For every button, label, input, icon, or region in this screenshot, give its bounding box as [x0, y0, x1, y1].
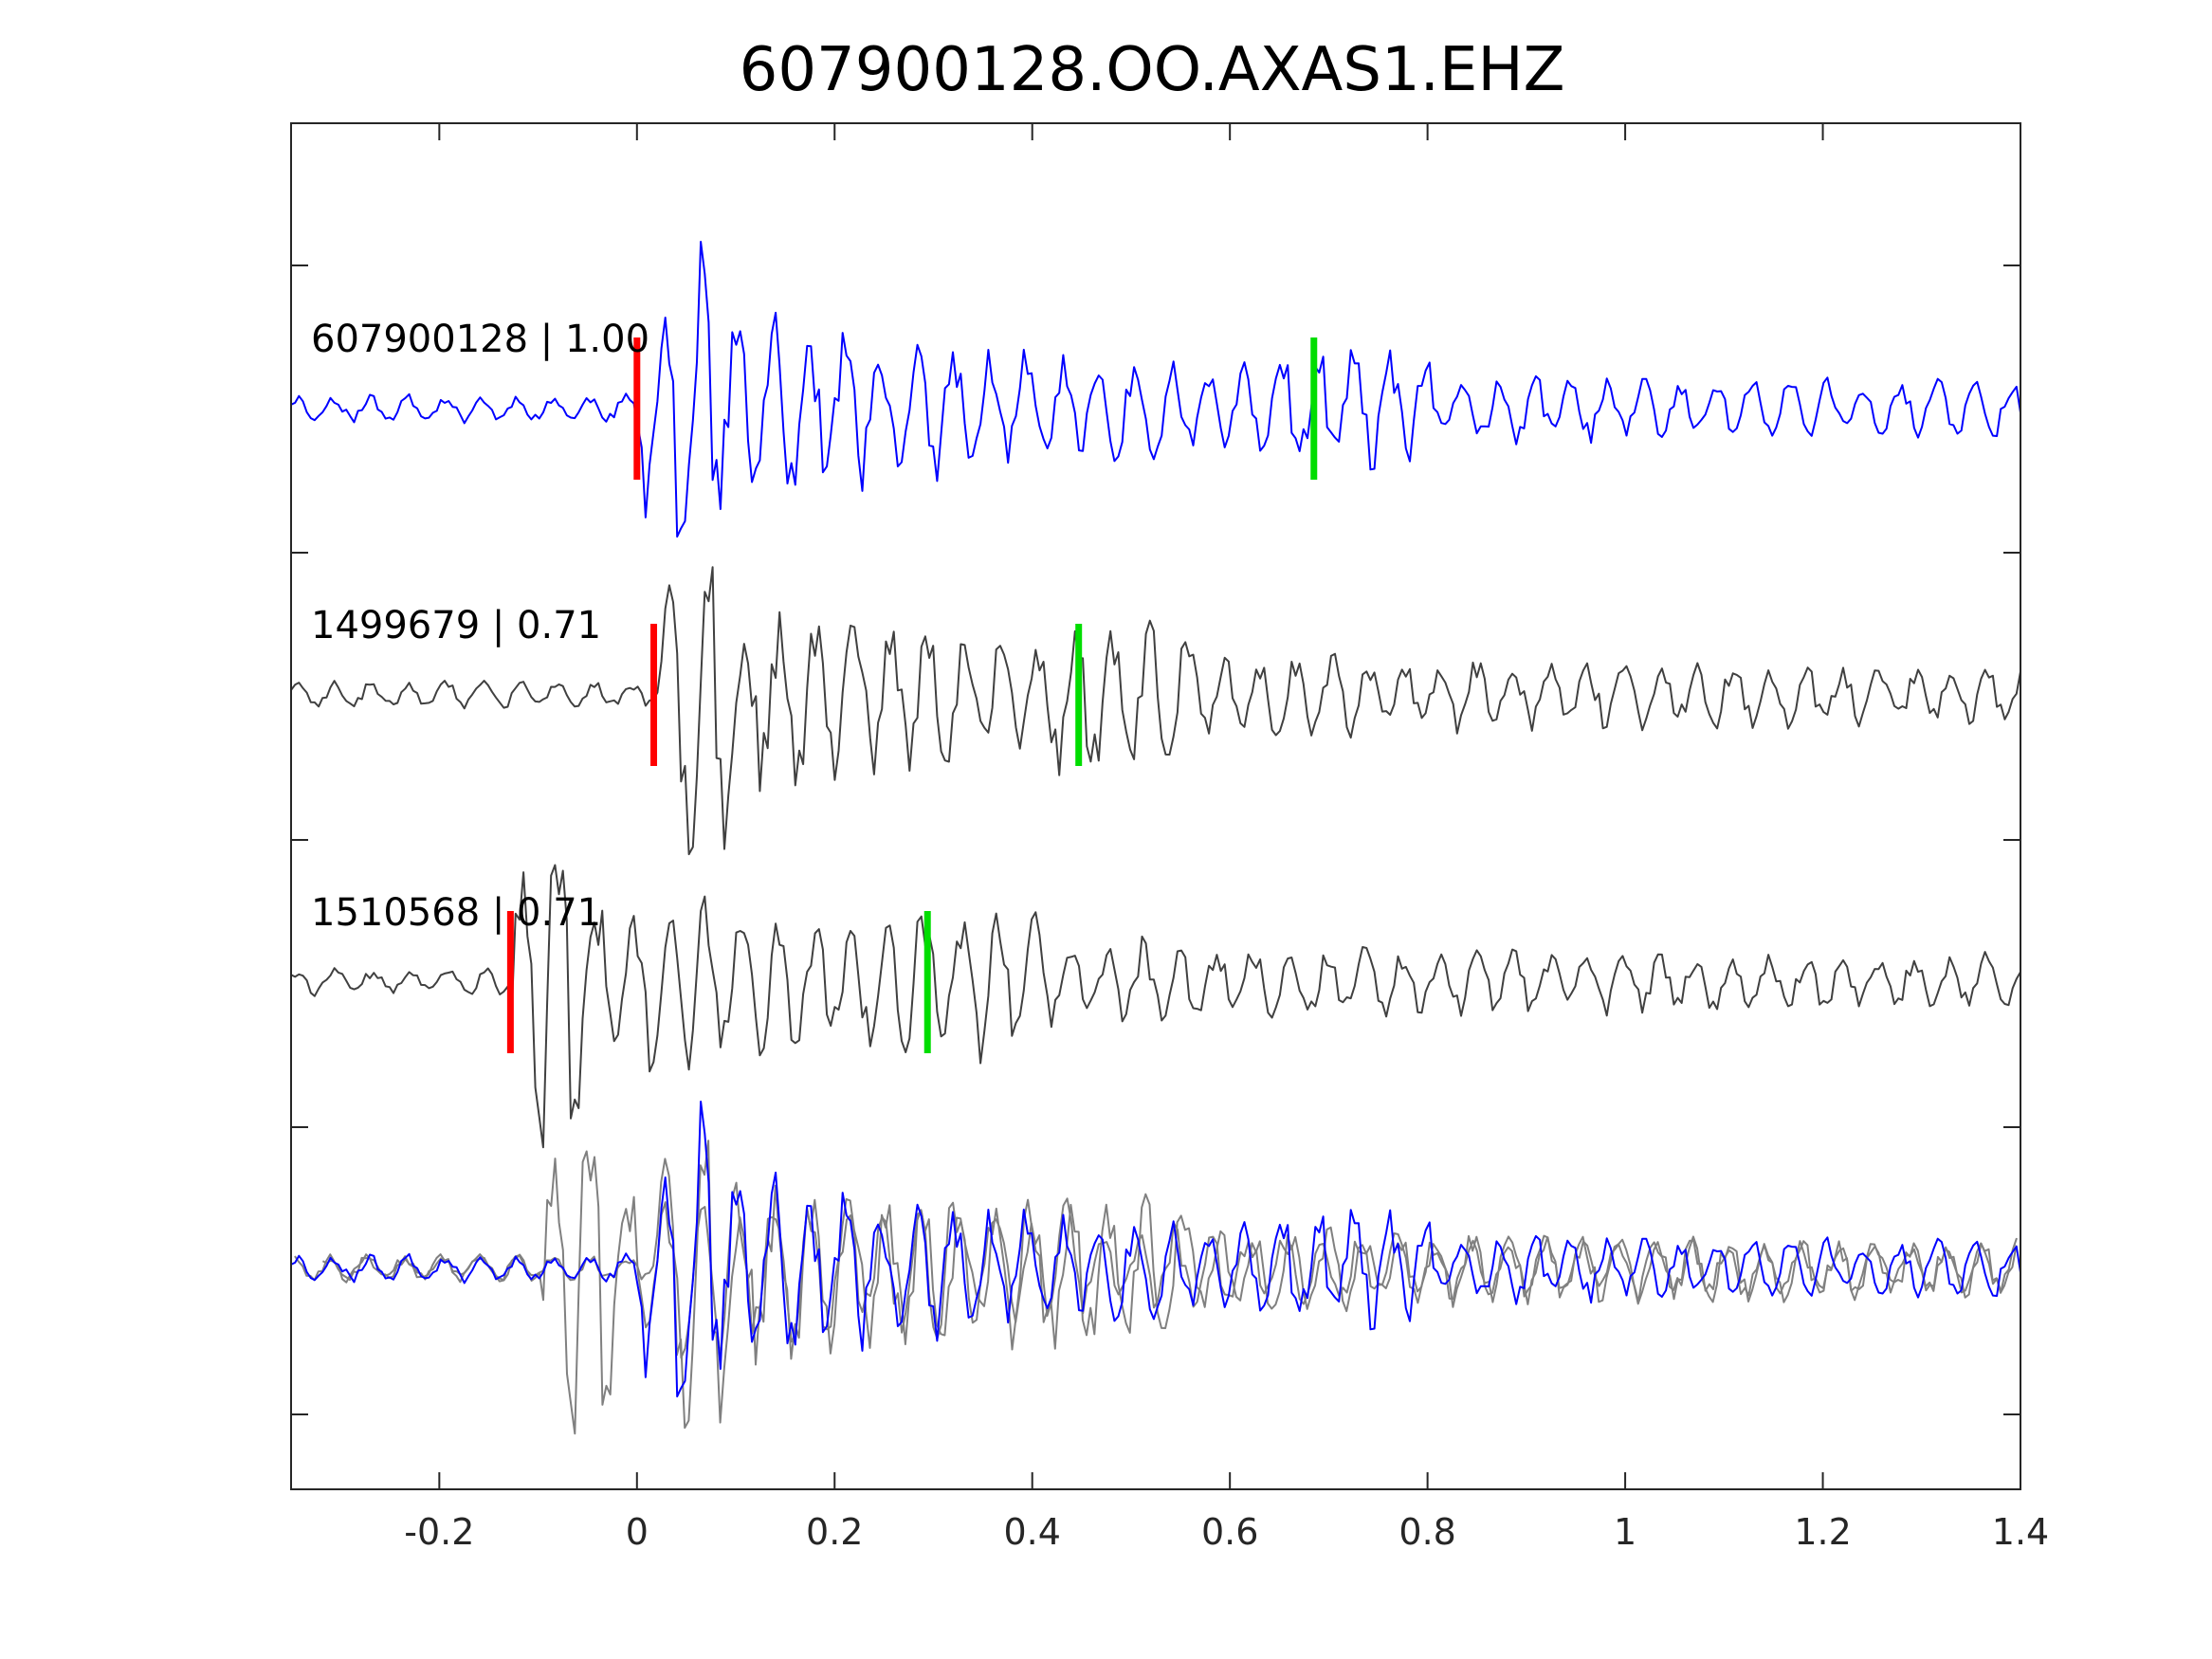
trace-label: 1499679 | 0.71 [311, 604, 601, 647]
overlay-trace-2 [294, 1139, 2018, 1430]
x-tick-label: 1.4 [1992, 1511, 2049, 1553]
overlay-trace-1 [290, 1101, 2021, 1398]
waveform-trace-1 [290, 241, 2021, 538]
trace-label: 607900128 | 1.00 [311, 318, 649, 361]
waveform-trace-2 [290, 566, 2021, 856]
x-tick-label: 0.8 [1398, 1511, 1455, 1553]
trace-labels: 607900128 | 1.00 1499679 | 0.71 1510568 | … [311, 318, 649, 935]
axis-ticks: -0.2 0 0.2 0.4 0.6 0.8 1 1.2 1.4 [291, 123, 2049, 1553]
trace-label: 1510568 | 0.71 [311, 891, 601, 935]
x-tick-label: 0.2 [806, 1511, 863, 1553]
overlay-trace-3 [321, 1150, 2018, 1435]
plot-area [290, 241, 2021, 1435]
waveform-trace-3 [290, 864, 2021, 1149]
x-tick-label: 0.6 [1201, 1511, 1258, 1553]
x-tick-label: 1 [1614, 1511, 1636, 1553]
x-tick-label: 0 [626, 1511, 649, 1553]
x-tick-label: 1.2 [1794, 1511, 1851, 1553]
x-tick-label: 0.4 [1003, 1511, 1060, 1553]
chart-title: 607900128.OO.AXAS1.EHZ [740, 35, 1565, 105]
axes-box [290, 122, 2021, 1490]
x-tick-label: -0.2 [404, 1511, 474, 1553]
